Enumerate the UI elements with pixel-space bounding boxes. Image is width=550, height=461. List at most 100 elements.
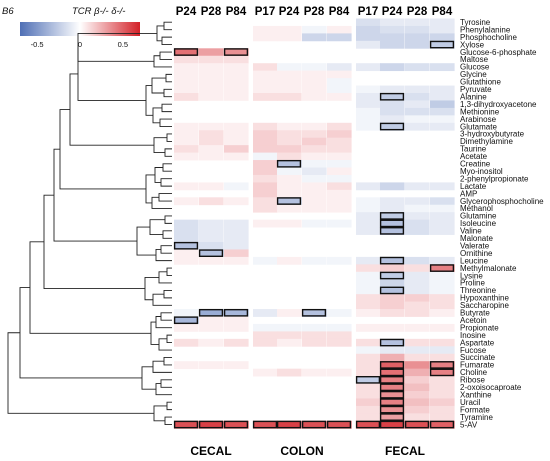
heatmap-cell bbox=[327, 219, 352, 228]
highlight-box bbox=[223, 308, 249, 317]
heatmap-cell bbox=[302, 189, 327, 198]
heatmap-cell bbox=[253, 122, 278, 131]
heatmap-cell bbox=[277, 338, 302, 347]
heatmap-cell bbox=[302, 130, 327, 139]
heatmap-cell bbox=[174, 361, 199, 370]
heatmap-cell bbox=[253, 368, 278, 377]
heatmap-cell bbox=[302, 137, 327, 146]
heatmap-cell bbox=[327, 152, 352, 161]
row-label: Threonine bbox=[460, 286, 497, 295]
heatmap-cell bbox=[199, 361, 224, 370]
highlight-box bbox=[379, 286, 405, 295]
heatmap-cell bbox=[327, 197, 352, 206]
heatmap-cell bbox=[356, 294, 381, 302]
heatmap-cell bbox=[430, 309, 455, 317]
dendrogram-branch bbox=[154, 167, 163, 183]
group-label: COLON bbox=[280, 444, 323, 458]
column-header: P17 bbox=[358, 6, 378, 18]
heatmap-cell bbox=[380, 271, 405, 280]
row-label: Leucine bbox=[460, 256, 489, 265]
heatmap-cell bbox=[174, 85, 199, 94]
row-label: Butyrate bbox=[460, 309, 490, 318]
heatmap-cell bbox=[224, 219, 249, 228]
heatmap-cell bbox=[356, 264, 381, 273]
heatmap-cell bbox=[430, 256, 455, 265]
heatmap-cell bbox=[199, 152, 224, 161]
highlight-box bbox=[276, 159, 302, 168]
heatmap-cell bbox=[356, 309, 381, 317]
highlight-box bbox=[404, 420, 430, 429]
heatmap-cell bbox=[174, 219, 199, 228]
heatmap-cell bbox=[277, 256, 302, 265]
heatmap-cell bbox=[224, 242, 249, 250]
heatmap-cell bbox=[380, 279, 405, 288]
heatmap-cell bbox=[277, 137, 302, 146]
heatmap-cell bbox=[277, 25, 302, 34]
row-label: Glucose-6-phosphate bbox=[460, 48, 537, 57]
heatmap-cell bbox=[405, 301, 430, 310]
row-label: Creatine bbox=[460, 160, 491, 169]
heatmap-cell bbox=[380, 420, 405, 429]
heatmap-cell bbox=[405, 204, 430, 213]
heatmap-cell bbox=[356, 256, 381, 265]
heatmap-cell bbox=[302, 70, 327, 79]
dendrogram-branch bbox=[77, 47, 146, 101]
heatmap-cell bbox=[356, 115, 381, 124]
heatmap-cell bbox=[380, 107, 405, 116]
heatmap-cell bbox=[356, 227, 381, 235]
row-label: Xylose bbox=[460, 40, 485, 49]
heatmap-cell bbox=[302, 152, 327, 161]
heatmap-cell bbox=[224, 55, 249, 64]
heatmap-cell bbox=[380, 391, 405, 399]
row-label: Myo-inositol bbox=[460, 167, 503, 176]
heatmap-cell bbox=[302, 420, 327, 429]
heatmap-cell bbox=[405, 40, 430, 49]
heatmap-cell bbox=[430, 383, 455, 392]
highlight-box bbox=[379, 338, 405, 347]
heatmap-cell bbox=[380, 182, 405, 191]
dendrogram-branch bbox=[152, 107, 162, 124]
heatmap-cell bbox=[174, 323, 199, 332]
heatmap-cell bbox=[356, 398, 381, 407]
dendrogram-branch bbox=[159, 51, 172, 60]
row-label: Glycerophosphocholine bbox=[460, 197, 544, 206]
heatmap-cell bbox=[380, 204, 405, 213]
heatmap-cell bbox=[174, 93, 199, 101]
heatmap-cell bbox=[302, 368, 327, 377]
highlight-box bbox=[379, 212, 405, 220]
heatmap-cell bbox=[327, 174, 352, 183]
dendrogram-branch bbox=[151, 196, 172, 209]
heatmap-cell bbox=[405, 271, 430, 280]
heatmap-cell bbox=[253, 130, 278, 139]
row-label: Glutamate bbox=[460, 122, 497, 131]
dendrogram-branch bbox=[69, 73, 154, 146]
dendrogram-branch bbox=[29, 241, 151, 334]
heatmap-cell bbox=[380, 338, 405, 347]
heatmap-cell bbox=[224, 227, 249, 235]
heatmap-cell bbox=[430, 398, 455, 407]
dendrogram-branch bbox=[160, 245, 172, 254]
column-header: P17 bbox=[255, 6, 275, 18]
heatmap-cell bbox=[380, 122, 405, 131]
heatmap-cell bbox=[405, 420, 430, 429]
heatmap-cell bbox=[405, 368, 430, 377]
heatmap-cell bbox=[224, 249, 249, 258]
dendrogram-branch bbox=[159, 118, 172, 127]
heatmap-cell bbox=[430, 405, 455, 414]
heatmap-cell bbox=[380, 100, 405, 109]
heatmap-cell bbox=[356, 361, 381, 370]
dendrogram-branch bbox=[164, 148, 172, 157]
heatmap-cell bbox=[277, 70, 302, 79]
dendrogram-branch bbox=[162, 230, 172, 239]
heatmap-cell bbox=[199, 93, 224, 101]
heatmap-cell bbox=[174, 197, 199, 206]
heatmap-cell bbox=[380, 353, 405, 362]
heatmap-cell bbox=[277, 204, 302, 213]
heatmap-cell bbox=[253, 167, 278, 176]
heatmap-cell bbox=[277, 331, 302, 340]
heatmap-cell bbox=[253, 219, 278, 228]
heatmap-cell bbox=[199, 420, 224, 429]
heatmap-cell bbox=[327, 182, 352, 191]
row-label: Tyramine bbox=[460, 413, 493, 422]
